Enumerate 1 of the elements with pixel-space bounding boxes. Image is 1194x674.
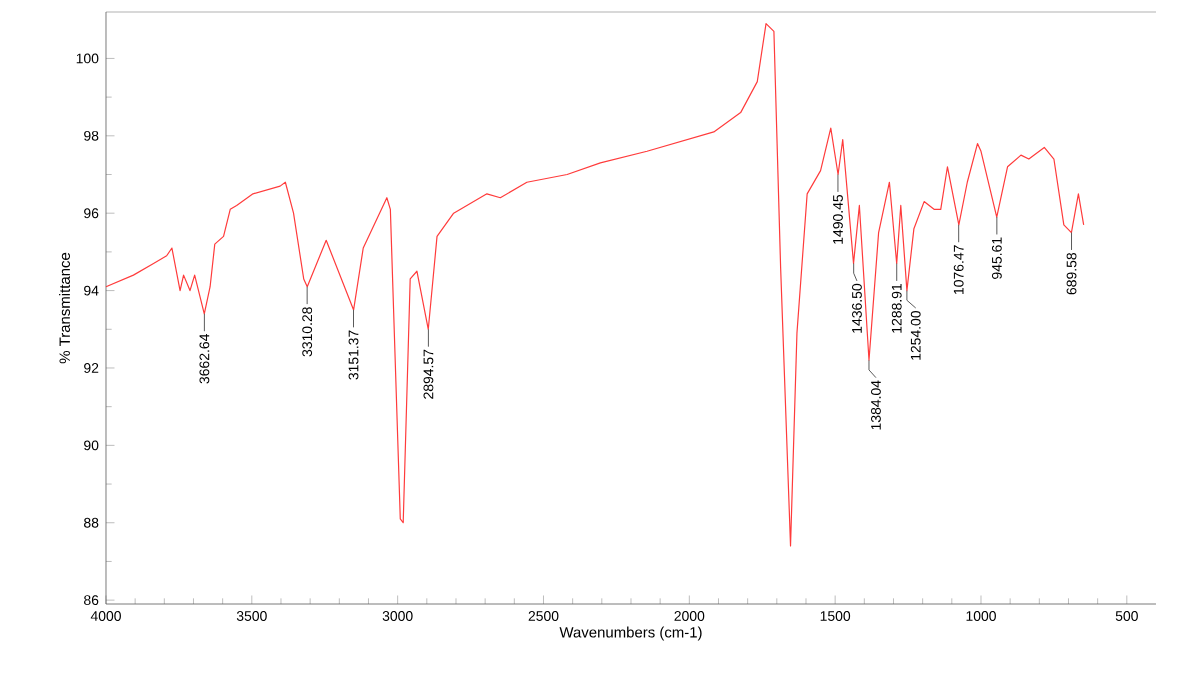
line-series	[105, 23, 1085, 547]
